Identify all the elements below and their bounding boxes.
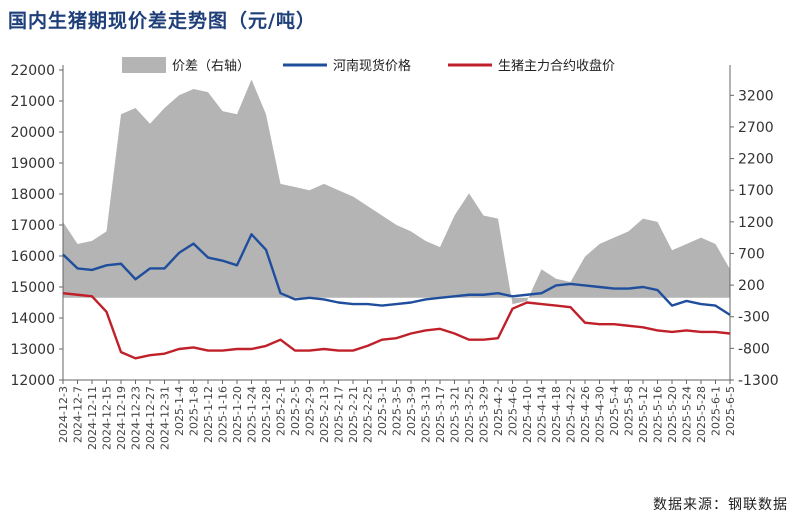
legend-label: 价差（右轴） (172, 59, 250, 74)
x-tick-label: 2024-12-11 (86, 386, 99, 450)
x-tick-label: 2025-2-9 (304, 386, 317, 436)
x-tick-label: 2024-12-15 (101, 386, 114, 450)
x-tick-label: 2024-12-3 (57, 386, 70, 443)
x-tick-label: 2025-2-25 (362, 386, 375, 443)
y-right-tick-label: -300 (738, 310, 770, 326)
x-tick-label: 2025-4-18 (550, 386, 563, 443)
y-right-tick-label: 1700 (738, 183, 774, 199)
x-tick-label: 2025-3-13 (420, 386, 433, 443)
x-tick-label: 2025-2-17 (333, 386, 346, 443)
y-left-tick-label: 17000 (10, 218, 55, 234)
x-tick-label: 2025-1-16 (217, 386, 230, 443)
x-tick-label: 2024-12-19 (115, 386, 128, 450)
x-tick-label: 2025-3-21 (449, 386, 462, 443)
y-right-tick-label: 1200 (738, 215, 774, 231)
x-tick-label: 2025-5-4 (608, 386, 621, 436)
series-line-2 (62, 292, 731, 360)
x-tick-label: 2025-2-1 (275, 386, 288, 436)
legend-swatch-area (122, 57, 166, 73)
x-tick-label: 2025-1-28 (260, 386, 273, 443)
spread-area-layer (63, 79, 730, 305)
series-line-1 (62, 233, 731, 316)
x-tick-label: 2025-3-25 (463, 386, 476, 443)
x-tick-label: 2025-1-20 (231, 386, 244, 443)
legend-label: 河南现货价格 (333, 58, 411, 74)
y-right-tick-label: -1300 (738, 373, 779, 389)
price-lines-layer (62, 233, 731, 360)
y-right-tick-label: 200 (738, 278, 765, 294)
y-left-tick-label: 16000 (10, 249, 55, 265)
x-tick-label: 2025-2-13 (318, 386, 331, 443)
y-left-tick-label: 15000 (10, 280, 55, 296)
x-tick-label: 2025-1-4 (173, 386, 186, 436)
axes-layer (59, 65, 734, 384)
y-left-tick-label: 18000 (10, 187, 55, 203)
x-tick-label: 2025-3-17 (434, 386, 447, 443)
x-tick-label: 2025-4-6 (507, 386, 520, 436)
x-tick-label: 2025-3-29 (478, 386, 491, 443)
x-tick-label: 2025-4-26 (579, 386, 592, 443)
series-area-0 (63, 79, 730, 305)
y-right-tick-label: 2200 (738, 152, 774, 168)
y-left-tick-label: 12000 (10, 373, 55, 389)
y-right-tick-label: 2700 (738, 120, 774, 136)
x-tick-label: 2025-1-24 (246, 386, 259, 443)
x-tick-label: 2025-4-30 (594, 386, 607, 443)
legend-label: 生猪主力合约收盘价 (498, 58, 615, 74)
source-note: 数据来源：钢联数据 (653, 497, 788, 513)
x-tick-label: 2025-5-16 (652, 386, 665, 443)
x-tick-label: 2025-6-5 (724, 386, 737, 436)
y-right-tick-label: 700 (738, 246, 765, 262)
x-tick-label: 2025-2-21 (347, 386, 360, 443)
x-tick-label: 2025-3-1 (376, 386, 389, 436)
x-tick-label: 2024-12-27 (144, 386, 157, 450)
y-left-tick-label: 21000 (10, 94, 55, 110)
x-tick-label: 2025-3-5 (391, 386, 404, 436)
x-tick-label: 2025-4-10 (521, 386, 534, 443)
x-tick-label: 2025-4-22 (565, 386, 578, 443)
x-tick-label: 2024-12-7 (72, 386, 85, 443)
x-tick-label: 2024-12-31 (159, 386, 172, 450)
x-tick-label: 2025-5-28 (695, 386, 708, 443)
y-left-tick-label: 22000 (10, 63, 55, 79)
x-tick-label: 2025-4-14 (536, 386, 549, 443)
y-left-tick-label: 14000 (10, 311, 55, 327)
y-left-tick-label: 13000 (10, 342, 55, 358)
x-tick-label: 2025-5-24 (681, 386, 694, 443)
legend: 价差（右轴） 河南现货价格 生猪主力合约收盘价 (122, 57, 615, 74)
x-tick-label: 2025-5-8 (623, 386, 636, 436)
x-tick-label: 2024-12-23 (130, 386, 143, 450)
y-right-tick-label: -800 (738, 341, 770, 357)
y-right-tick-label: 3200 (738, 88, 774, 104)
x-tick-label: 2025-4-2 (492, 386, 505, 436)
x-tick-label: 2025-1-8 (188, 386, 201, 436)
x-tick-label: 2025-6-1 (710, 386, 723, 436)
tick-labels: 12000 13000 14000 15000 16000 17000 18000 19000… (10, 63, 778, 450)
x-tick-label: 2025-3-9 (405, 386, 418, 436)
x-tick-label: 2025-1-12 (202, 386, 215, 443)
x-tick-label: 2025-2-5 (289, 386, 302, 436)
y-left-tick-label: 20000 (10, 125, 55, 141)
chart-title: 国内生猪期现价差走势图（元/吨） (8, 10, 316, 32)
y-left-tick-label: 19000 (10, 156, 55, 172)
x-tick-label: 2025-5-12 (637, 386, 650, 443)
x-tick-label: 2025-5-20 (666, 386, 679, 443)
